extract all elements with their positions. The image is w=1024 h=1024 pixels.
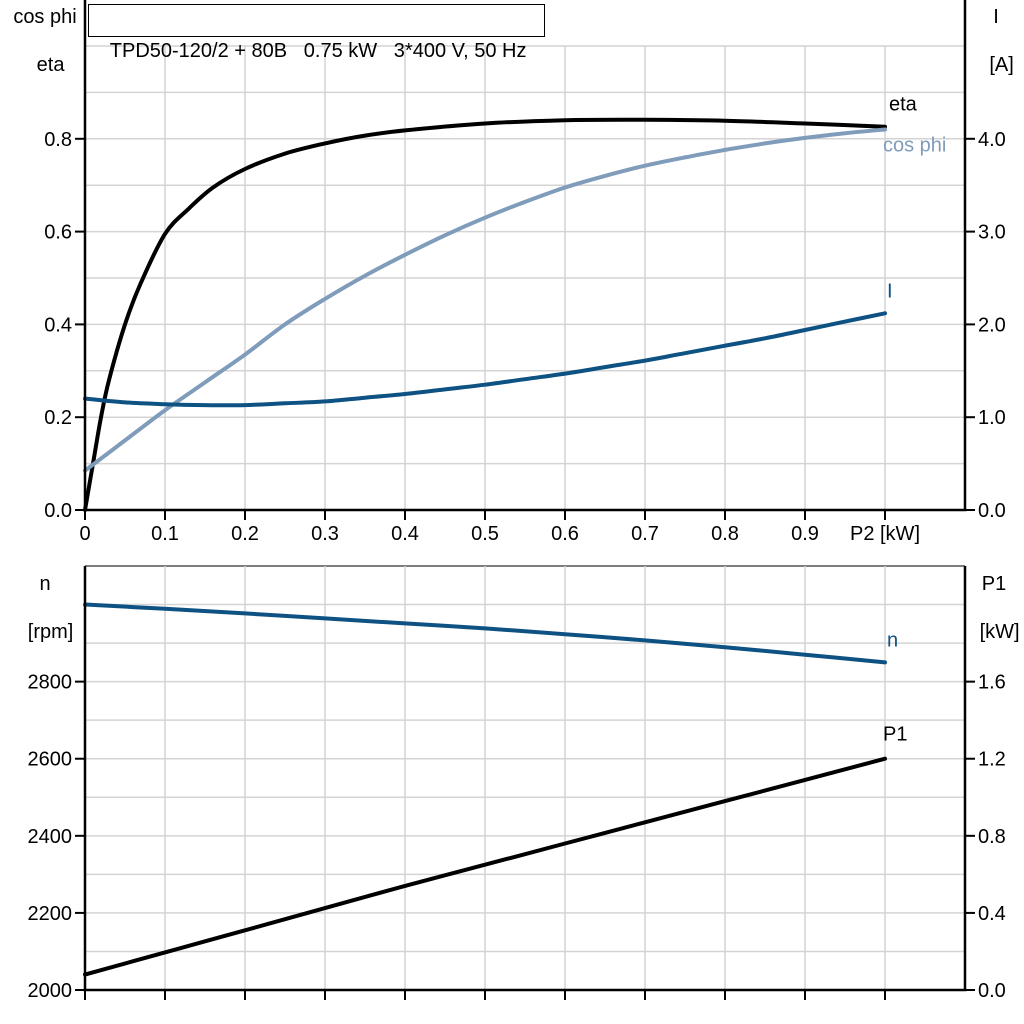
left-tick-label: 0.0 — [44, 500, 72, 522]
right-tick-label: 0.0 — [978, 980, 1006, 1002]
x-tick-label: 0.7 — [631, 523, 659, 545]
right-tick-label: 3.0 — [978, 222, 1006, 244]
left-tick-label: 2600 — [28, 749, 73, 771]
x-axis-unit-label: P2 [kW] — [850, 523, 920, 545]
x-tick-label: 0.6 — [551, 523, 579, 545]
x-tick-label: 0 — [79, 523, 90, 545]
n-curve — [83, 602, 887, 665]
right-tick-label: 2.0 — [978, 314, 1006, 336]
cos-phi-curve-label: cos phi — [883, 135, 946, 157]
right-tick-label: 0.8 — [978, 826, 1006, 848]
right-tick-label: 1.6 — [978, 672, 1006, 694]
top-chart-left-axis-title: cos phi eta — [4, 5, 86, 77]
I-curve — [83, 311, 887, 408]
left-tick-label: 2000 — [28, 980, 73, 1002]
p1-axis-label: P1 — [981, 573, 1007, 595]
speed-axis-label: n — [39, 573, 51, 595]
x-tick-label: 0.9 — [791, 523, 819, 545]
right-tick-label: 1.0 — [978, 407, 1006, 429]
P1-curve-label: P1 — [883, 724, 907, 746]
pump-title-box: TPD50-120/2 + 80B 0.75 kW 3*400 V, 50 Hz — [88, 4, 545, 62]
pump-title-text: TPD50-120/2 + 80B 0.75 kW 3*400 V, 50 Hz — [109, 40, 527, 62]
x-tick-label: 0.2 — [231, 523, 259, 545]
bottom-chart-left-axis-title: n [rpm] — [4, 572, 86, 644]
rpm-unit-label: [rpm] — [27, 621, 74, 643]
ampere-unit-label: [A] — [989, 54, 1014, 76]
n-curve-label: n — [887, 629, 898, 651]
left-tick-label: 0.2 — [44, 407, 72, 429]
cos-phi-curve — [83, 127, 887, 473]
left-tick-label: 0.4 — [44, 314, 72, 336]
eta-curve — [83, 117, 887, 512]
kw-unit-label: [kW] — [979, 621, 1020, 643]
bottom-chart-right-axis-title: P1 [kW] — [966, 572, 1022, 644]
left-tick-label: 2200 — [28, 903, 73, 925]
right-tick-label: 4.0 — [978, 129, 1006, 151]
right-tick-label: 0.0 — [978, 500, 1006, 522]
left-tick-label: 0.8 — [44, 129, 72, 151]
left-tick-label: 2400 — [28, 826, 73, 848]
right-tick-label: 0.4 — [978, 903, 1006, 925]
top-chart-right-axis-title: I [A] — [972, 5, 1020, 77]
I-curve-label: I — [887, 280, 893, 302]
left-tick-label: 2800 — [28, 672, 73, 694]
eta-curve-label: eta — [889, 94, 918, 116]
x-tick-label: 0.5 — [471, 523, 499, 545]
x-tick-label: 0.3 — [311, 523, 339, 545]
x-tick-label: 0.4 — [391, 523, 419, 545]
P1-curve — [83, 756, 887, 977]
left-tick-label: 0.6 — [44, 222, 72, 244]
right-tick-label: 1.2 — [978, 749, 1006, 771]
current-axis-label: I — [993, 6, 999, 28]
eta-axis-label: eta — [36, 54, 65, 76]
x-tick-label: 0.8 — [711, 523, 739, 545]
x-tick-label: 0.1 — [151, 523, 179, 545]
cos-phi-axis-label: cos phi — [13, 6, 77, 28]
